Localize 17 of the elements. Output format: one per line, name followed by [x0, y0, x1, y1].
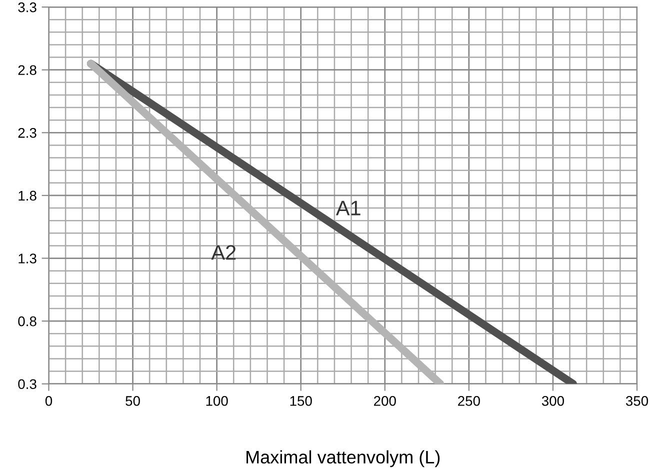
x-tick-label: 0 [45, 396, 52, 406]
x-axis-title: Maximal vattenvolym (L) [246, 450, 440, 468]
x-tick-label: 200 [374, 396, 396, 406]
x-tick-label: 250 [458, 396, 480, 406]
y-tick-label: 3.3 [18, 2, 36, 12]
series-label: A1 [336, 200, 360, 216]
x-tick-label: 350 [626, 396, 648, 406]
x-tick-label: 100 [206, 396, 228, 406]
x-tick-label: 50 [126, 396, 140, 406]
x-tick-label: 300 [542, 396, 564, 406]
y-tick-label: 0.8 [18, 316, 36, 326]
y-tick-label: 1.3 [18, 254, 36, 264]
y-tick-label: 1.8 [18, 190, 36, 201]
y-tick-label: 2.8 [18, 65, 36, 76]
y-tick-label: 2.3 [18, 128, 36, 138]
y-tick-label: 0.3 [18, 379, 36, 390]
x-tick-label: 150 [290, 396, 312, 406]
